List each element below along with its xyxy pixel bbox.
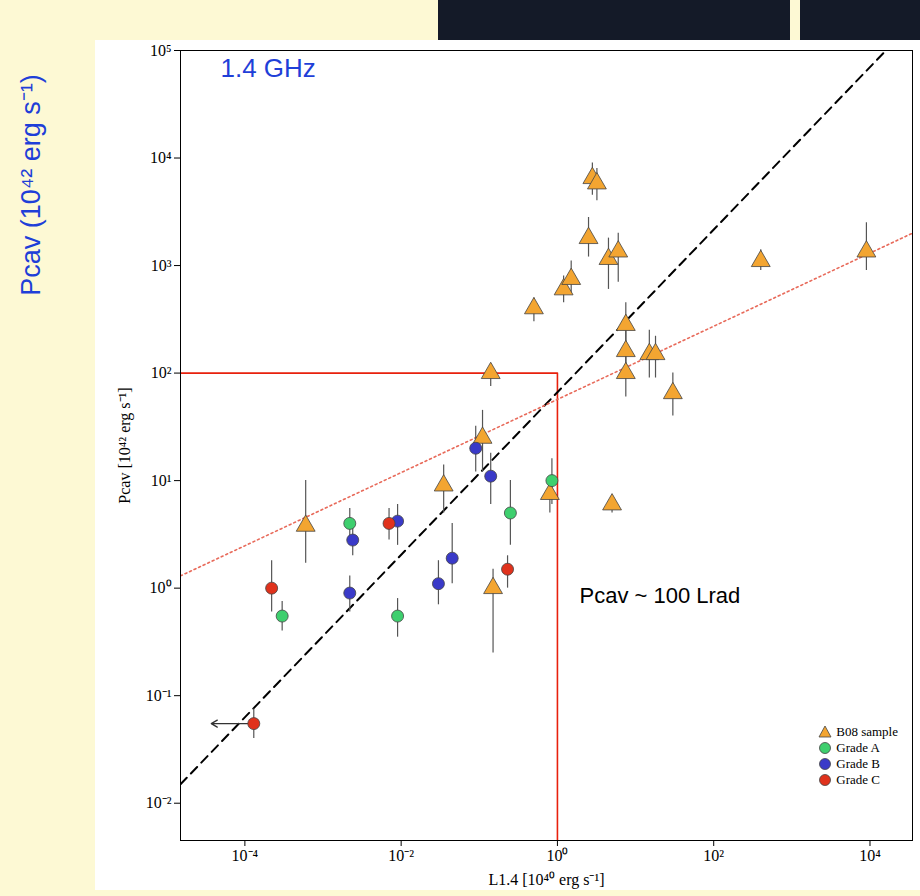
- svg-text:10⁻⁴: 10⁻⁴: [232, 847, 259, 864]
- svg-text:Pcav [10⁴² erg s⁻¹]: Pcav [10⁴² erg s⁻¹]: [116, 387, 134, 503]
- svg-text:1.4 GHz: 1.4 GHz: [221, 53, 316, 83]
- svg-text:10⁻¹: 10⁻¹: [146, 687, 172, 704]
- svg-text:10⁻²: 10⁻²: [388, 847, 414, 864]
- svg-text:10³: 10³: [151, 257, 172, 274]
- svg-text:10⁴: 10⁴: [150, 149, 172, 166]
- svg-text:Pcav ~ 100 Lrad: Pcav ~ 100 Lrad: [580, 583, 741, 608]
- html-text:Grade A: Grade A: [836, 740, 880, 755]
- html-text:Grade C: Grade C: [836, 772, 880, 787]
- svg-text:10²: 10²: [703, 847, 724, 864]
- svg-text:10¹: 10¹: [151, 472, 172, 489]
- svg-text:L1.4 [10⁴⁰ erg s⁻¹]: L1.4 [10⁴⁰ erg s⁻¹]: [488, 871, 604, 889]
- svg-text:10²: 10²: [151, 364, 172, 381]
- svg-text:Pcav (10⁴² erg s⁻¹): Pcav (10⁴² erg s⁻¹): [16, 74, 46, 296]
- html-text:B08 sample: B08 sample: [836, 724, 898, 739]
- html-text:Grade B: Grade B: [836, 756, 880, 771]
- svg-text:10⁰: 10⁰: [546, 847, 568, 864]
- svg-text:10⁴: 10⁴: [859, 847, 881, 864]
- svg-text:10⁵: 10⁵: [150, 42, 172, 59]
- svg-text:10⁻²: 10⁻²: [146, 794, 172, 811]
- svg-text:10⁰: 10⁰: [150, 579, 172, 596]
